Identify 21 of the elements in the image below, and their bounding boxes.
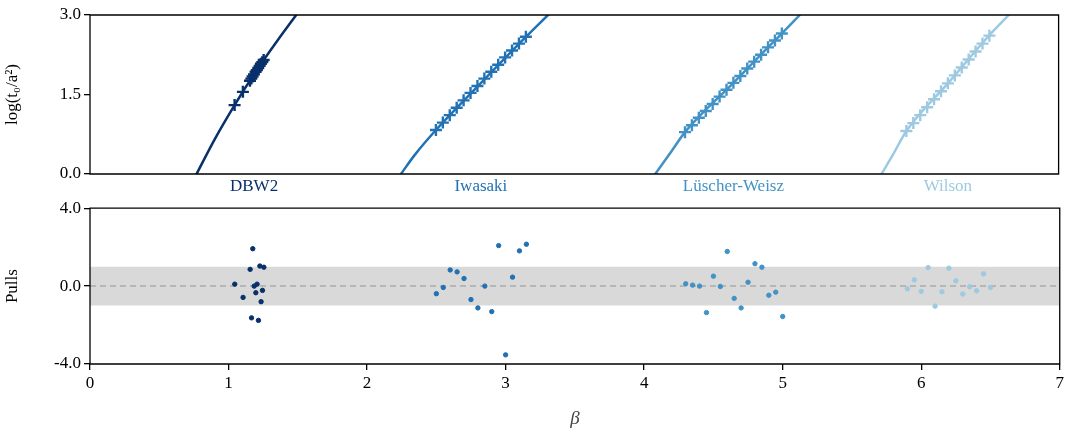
text: Lüscher-Weisz [682,176,785,196]
x-tick-label: 4 [639,372,649,392]
x-tick-label: 3 [501,372,510,392]
x-axis-title: β [569,406,581,428]
text: DBW2 [229,176,279,196]
x-tick-label: 2 [362,372,372,392]
y-tick-label: -4.0 [54,353,81,373]
y-tick-label: 0.0 [59,275,81,295]
y-tick-label: 1.5 [59,83,81,103]
x-tick-label: 6 [916,372,926,392]
x-tick-label: 1 [224,372,233,392]
x-tick-label: 5 [778,372,787,392]
x-tick-label: 7 [1055,372,1065,392]
x-tick-label: 0 [85,372,95,392]
y-tick-label: 0.0 [59,163,81,183]
y-axis-title: log(t₀/a²) [1,63,21,126]
y-axis-title: Pulls [1,269,21,304]
text: Wilson [923,176,973,196]
y-tick-label: 4.0 [59,197,81,217]
text: Iwasaki [454,176,508,196]
y-tick-label: 3.0 [59,4,81,24]
